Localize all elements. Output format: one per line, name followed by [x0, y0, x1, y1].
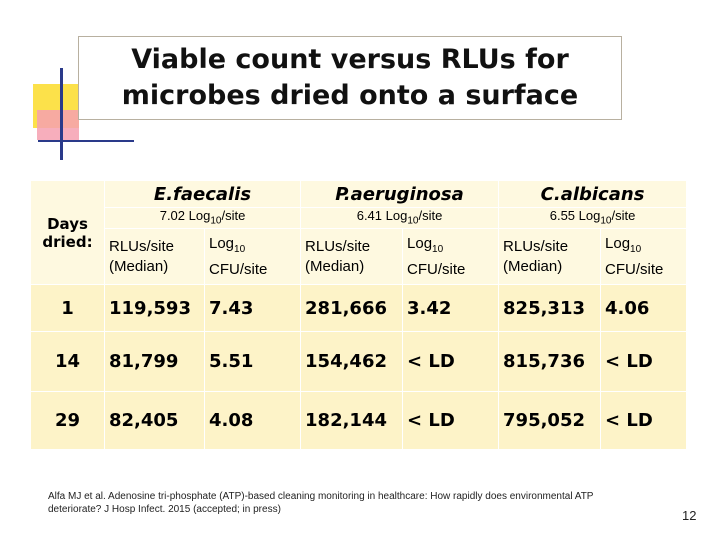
cell: 14 [30, 331, 105, 392]
inoculum: 7.02 Log10/site [103, 207, 302, 229]
data-table: Days dried: E.faecalis P.aeruginosa C.albic… [30, 180, 688, 450]
subheader: RLUs/site (Median) [498, 228, 602, 285]
deco-red [37, 110, 79, 140]
cell: 1 [30, 284, 105, 332]
title-box: Viable count versus RLUs for microbes dr… [78, 36, 622, 120]
data-row: 29 82,405 4.08 182,144 < LD 795,052 < LD [30, 391, 688, 450]
cell: 815,736 [498, 331, 602, 392]
subheader: Log10 CFU/site [600, 228, 688, 285]
cell: 7.43 [203, 284, 302, 332]
cell: 3.42 [402, 284, 500, 332]
subscript: 10 [407, 215, 419, 227]
cell: 795,052 [498, 391, 602, 450]
text-part: /site [221, 208, 246, 223]
footnote: Alfa MJ et al. Adenosine tri-phosphate (… [48, 491, 594, 515]
inoculum: 6.41 Log10/site [300, 207, 500, 229]
text-part: CFU/site [605, 260, 664, 278]
inoculum: 6.55 Log10/site [498, 207, 688, 229]
subheader: Log10 CFU/site [402, 228, 500, 285]
header-row: RLUs/site (Median) Log10 CFU/site RLUs/site… [31, 228, 688, 285]
cell: 281,666 [300, 284, 404, 332]
cell: < LD [600, 391, 688, 450]
cell: < LD [402, 391, 500, 450]
text-part: /site [611, 208, 636, 223]
subscript: 10 [600, 215, 612, 227]
deco-line-v [60, 68, 63, 160]
cell: 5.51 [203, 331, 302, 392]
deco-line-h [38, 140, 134, 142]
text-part: Log [605, 234, 631, 252]
cell: 825,313 [498, 284, 602, 332]
text-part: 6.55 Log [549, 208, 601, 223]
cell: < LD [600, 331, 688, 392]
organism-name: P.aeruginosa [300, 180, 500, 208]
cell: 182,144 [300, 391, 404, 450]
text-part: CFU/site [209, 260, 268, 278]
text-part: CFU/site [407, 260, 466, 278]
cell: 29 [30, 391, 105, 450]
data-row: 1 119,593 7.43 281,666 3.42 825,313 4.06 [30, 284, 688, 332]
cell: 81,799 [104, 331, 205, 392]
cell: 4.06 [600, 284, 688, 332]
text-part: Log [407, 234, 433, 252]
text-part: 6.41 Log [356, 208, 408, 223]
subscript: 10 [630, 243, 642, 255]
cell: < LD [402, 331, 500, 392]
header-row: 7.02 Log10/site 6.41 Log10/site 6.55 Log10… [31, 207, 688, 229]
title: Viable count versus RLUs for microbes dr… [121, 44, 579, 111]
cell: 4.08 [203, 391, 302, 450]
subheader: RLUs/site (Median) [104, 228, 205, 285]
subscript: 10 [432, 243, 444, 255]
subheader: Log10 CFU/site [203, 228, 302, 285]
days-header: Days dried: [30, 180, 105, 285]
text-part: /site [418, 208, 443, 223]
organism-name: E.faecalis [103, 180, 302, 208]
cell: 154,462 [300, 331, 404, 392]
subscript: 10 [210, 215, 222, 227]
subheader: RLUs/site (Median) [300, 228, 404, 285]
header-row: Days dried: E.faecalis P.aeruginosa C.albic… [30, 180, 688, 285]
text-part: Log [209, 234, 235, 252]
text-part: 7.02 Log [159, 208, 211, 223]
cell: 82,405 [104, 391, 205, 450]
cell: 119,593 [104, 284, 205, 332]
organism-name: C.albicans [498, 180, 688, 208]
subscript: 10 [234, 243, 246, 255]
page-number: 12 [682, 508, 697, 523]
data-row: 14 81,799 5.51 154,462 < LD 815,736 < LD [30, 331, 688, 392]
